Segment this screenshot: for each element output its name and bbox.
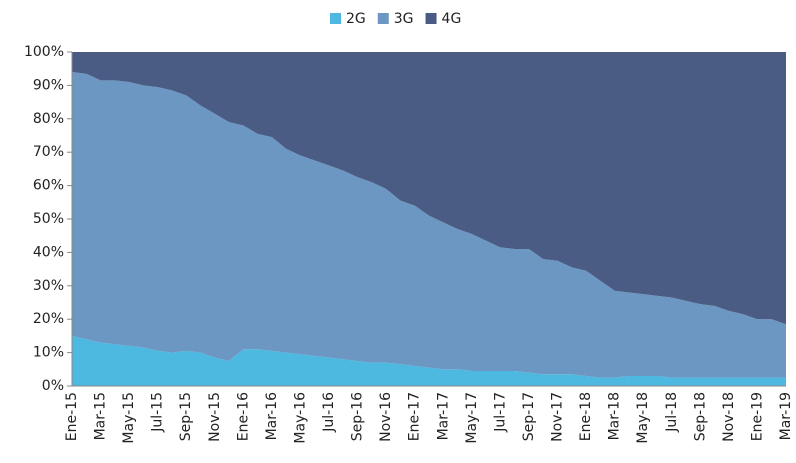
x-tick-label: May-16 — [292, 392, 308, 444]
legend-label: 3G — [394, 11, 414, 27]
x-tick-label: Sep-16 — [350, 392, 366, 441]
x-tick-label: Sep-18 — [692, 392, 708, 441]
y-tick-label: 20% — [33, 311, 64, 327]
x-tick-label: Mar-18 — [607, 392, 623, 440]
y-tick-label: 10% — [33, 345, 64, 361]
x-tick-label: Mar-15 — [93, 392, 109, 440]
x-tick-label: Nov-16 — [378, 392, 394, 442]
y-tick-label: 0% — [42, 378, 64, 394]
y-tick-label: 50% — [33, 211, 64, 227]
area — [72, 52, 786, 325]
x-tick-label: Nov-18 — [721, 392, 737, 442]
y-tick-label: 90% — [33, 77, 64, 93]
y-tick-label: 80% — [33, 111, 64, 127]
y-tick-label: 30% — [33, 278, 64, 294]
x-tick-label: May-18 — [635, 392, 651, 444]
area — [72, 72, 786, 378]
legend-swatch — [377, 13, 389, 24]
x-tick-label: Sep-17 — [521, 392, 537, 441]
x-tick-label: May-17 — [464, 392, 480, 444]
x-tick-label: Mar-16 — [264, 392, 280, 440]
x-tick-label: Ene-18 — [578, 392, 594, 441]
x-tick-label: Jul-15 — [150, 392, 166, 433]
x-tick-label: Ene-19 — [749, 392, 765, 441]
x-tick-label: Sep-15 — [178, 392, 194, 441]
y-tick-label: 100% — [24, 44, 64, 60]
x-tick-label: Jul-18 — [664, 392, 680, 433]
x-tick-label: Jul-16 — [321, 392, 337, 433]
x-tick-label: Jul-17 — [492, 392, 508, 433]
x-tick-label: Ene-17 — [407, 392, 423, 441]
x-tick-label: Ene-15 — [64, 392, 80, 441]
area — [72, 335, 786, 386]
y-tick-label: 40% — [33, 244, 64, 260]
x-tick-label: Nov-17 — [550, 392, 566, 442]
y-tick-label: 70% — [33, 144, 64, 160]
x-tick-label: Mar-19 — [778, 392, 794, 440]
x-tick-label: Ene-16 — [235, 392, 251, 441]
y-tick-label: 60% — [33, 178, 64, 194]
x-tick-label: May-15 — [121, 392, 137, 444]
x-tick-label: Nov-15 — [207, 392, 223, 442]
legend-label: 4G — [442, 11, 462, 27]
legend-label: 2G — [346, 11, 366, 27]
x-tick-label: Mar-17 — [435, 392, 451, 440]
legend-swatch — [425, 13, 437, 24]
legend-swatch — [330, 13, 341, 24]
